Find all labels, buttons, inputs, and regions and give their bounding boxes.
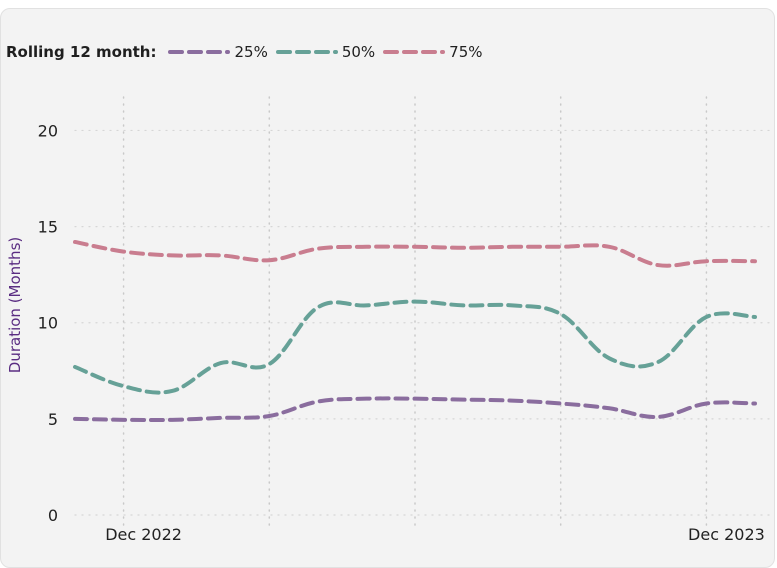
data-point-25pct-9[interactable] bbox=[509, 398, 515, 404]
legend-swatch-75 bbox=[383, 50, 446, 54]
data-point-75pct-10[interactable] bbox=[558, 244, 564, 250]
legend-swatch-50 bbox=[275, 50, 338, 54]
chart-card bbox=[0, 8, 775, 568]
data-point-75pct-1[interactable] bbox=[121, 249, 127, 255]
y-axis-tick-labels: 0 5 10 15 20 bbox=[38, 121, 58, 525]
data-point-75pct-3[interactable] bbox=[218, 252, 224, 258]
data-point-25pct-8[interactable] bbox=[461, 397, 467, 403]
data-point-25pct-10[interactable] bbox=[558, 400, 564, 406]
data-point-75pct-8[interactable] bbox=[461, 245, 467, 251]
series-line-50pct[interactable] bbox=[73, 299, 757, 395]
data-point-50pct-5[interactable] bbox=[315, 304, 321, 310]
data-point-25pct-1[interactable] bbox=[121, 417, 127, 423]
data-point-50pct-0[interactable] bbox=[72, 364, 78, 370]
data-point-75pct-13[interactable] bbox=[703, 258, 709, 264]
y-tick-label-20: 20 bbox=[38, 121, 58, 140]
data-point-50pct-9[interactable] bbox=[509, 302, 515, 308]
series-lines bbox=[72, 239, 758, 423]
data-point-75pct-9[interactable] bbox=[509, 244, 515, 250]
legend: Rolling 12 month: 25% 50% 75% bbox=[6, 42, 491, 62]
y-tick-label-0: 0 bbox=[48, 506, 58, 525]
legend-title: Rolling 12 month: bbox=[6, 43, 157, 61]
x-tick-label-0: Dec 2022 bbox=[105, 525, 182, 544]
data-point-75pct-6[interactable] bbox=[363, 244, 369, 250]
data-point-50pct-8[interactable] bbox=[461, 302, 467, 308]
y-tick-label-5: 5 bbox=[48, 410, 58, 429]
data-point-25pct-4[interactable] bbox=[266, 413, 272, 419]
legend-label-50: 50% bbox=[341, 43, 376, 61]
legend-label-25: 25% bbox=[234, 43, 268, 61]
data-point-50pct-3[interactable] bbox=[218, 360, 224, 366]
data-point-50pct-2[interactable] bbox=[169, 388, 175, 394]
x-axis-tick-labels: Dec 2022 Dec 2023 bbox=[105, 525, 765, 544]
data-point-25pct-13[interactable] bbox=[703, 400, 709, 406]
data-point-50pct-12[interactable] bbox=[655, 359, 661, 365]
data-point-75pct-14[interactable] bbox=[752, 258, 758, 264]
data-point-50pct-10[interactable] bbox=[558, 311, 564, 317]
data-point-50pct-1[interactable] bbox=[121, 383, 127, 389]
data-point-25pct-14[interactable] bbox=[752, 400, 758, 406]
horizontal-gridlines bbox=[74, 129, 776, 516]
y-tick-label-10: 10 bbox=[38, 314, 58, 333]
y-axis-title: Duration (Months) bbox=[6, 237, 24, 373]
data-point-75pct-2[interactable] bbox=[169, 252, 175, 258]
legend-item-75[interactable]: 75% bbox=[383, 43, 483, 61]
legend-label-75: 75% bbox=[449, 43, 483, 61]
legend-item-50[interactable]: 50% bbox=[275, 43, 376, 61]
legend-swatch-25 bbox=[168, 50, 231, 54]
data-point-25pct-2[interactable] bbox=[169, 417, 175, 423]
data-point-25pct-0[interactable] bbox=[72, 416, 78, 422]
data-point-50pct-13[interactable] bbox=[703, 314, 709, 320]
data-point-25pct-7[interactable] bbox=[412, 396, 418, 402]
data-point-25pct-3[interactable] bbox=[218, 415, 224, 421]
data-point-75pct-7[interactable] bbox=[412, 244, 418, 250]
data-point-75pct-11[interactable] bbox=[606, 244, 612, 250]
data-point-75pct-5[interactable] bbox=[315, 246, 321, 252]
data-point-50pct-14[interactable] bbox=[752, 314, 758, 320]
data-point-50pct-4[interactable] bbox=[266, 361, 272, 367]
data-point-25pct-12[interactable] bbox=[655, 414, 661, 420]
data-point-75pct-12[interactable] bbox=[655, 262, 661, 268]
legend-item-25[interactable]: 25% bbox=[168, 43, 268, 61]
data-point-50pct-6[interactable] bbox=[363, 302, 369, 308]
data-point-50pct-11[interactable] bbox=[606, 355, 612, 361]
series-line-75pct[interactable] bbox=[73, 239, 757, 268]
y-tick-label-15: 15 bbox=[38, 218, 58, 237]
vertical-gridlines bbox=[122, 96, 708, 526]
data-point-25pct-6[interactable] bbox=[363, 396, 369, 402]
data-point-75pct-4[interactable] bbox=[266, 257, 272, 263]
data-point-50pct-7[interactable] bbox=[412, 299, 418, 305]
series-line-25pct[interactable] bbox=[73, 396, 757, 423]
x-tick-label-1: Dec 2023 bbox=[688, 525, 765, 544]
data-point-25pct-11[interactable] bbox=[606, 405, 612, 411]
data-point-25pct-5[interactable] bbox=[315, 399, 321, 405]
data-point-75pct-0[interactable] bbox=[72, 239, 78, 245]
